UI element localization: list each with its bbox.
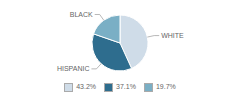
svg-text:HISPANIC: HISPANIC <box>57 65 90 72</box>
html-text:37.1%: 37.1% <box>116 83 136 90</box>
html-text:19.7%: 19.7% <box>155 83 176 90</box>
svg-text:WHITE: WHITE <box>161 32 184 39</box>
svg-text:BLACK: BLACK <box>70 11 93 18</box>
html-text:43.2%: 43.2% <box>76 83 97 90</box>
